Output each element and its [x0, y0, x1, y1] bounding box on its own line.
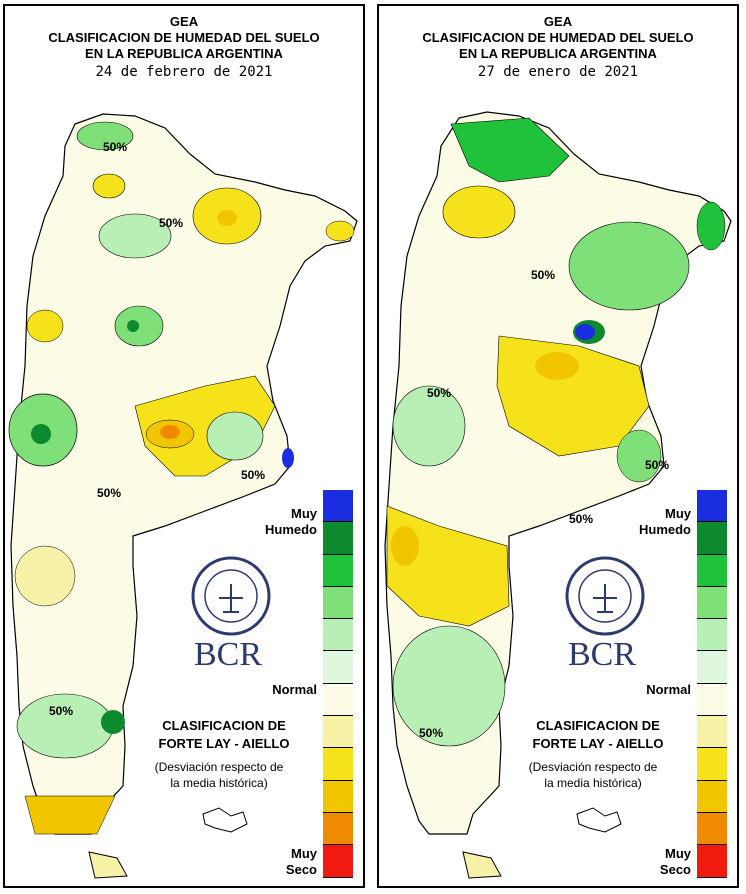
legend-bottom-label: Muy [291, 846, 317, 861]
legend-swatch [697, 683, 727, 717]
legend-swatch [697, 554, 727, 587]
classification-title-2: FORTE LAY - AIELLO [158, 736, 290, 751]
legend-top-label: Muy [291, 506, 317, 521]
legend-top-label-2: Humedo [265, 522, 317, 537]
bcr-seal-logo [565, 556, 645, 636]
legend-swatch [323, 845, 353, 878]
legend-swatch [323, 651, 353, 684]
classification-desc-2: la media histórica) [170, 776, 268, 790]
legend-top-label-2: Humedo [639, 522, 691, 537]
legend-bottom-label-2: Seco [659, 862, 691, 877]
legend-swatch [697, 780, 727, 813]
argentina-moisture-map [8, 113, 358, 879]
legend-swatch [697, 490, 727, 523]
map-title: CLASIFICACION DE HUMEDAD DEL SUELO [422, 30, 694, 45]
bcr-seal-logo [191, 556, 271, 636]
legend-swatch [323, 619, 353, 652]
org-title: GEA [543, 14, 573, 29]
legend-swatch [697, 845, 727, 878]
legend-swatch [323, 812, 353, 846]
contour-label: 50% [49, 704, 74, 718]
legend-swatch [697, 812, 727, 846]
legend-color-bar [323, 490, 353, 878]
bcr-logo-text: BCR [567, 636, 637, 673]
contour-label: 50% [569, 512, 594, 526]
contour-label: 50% [241, 468, 266, 482]
legend-swatch [697, 748, 727, 781]
legend-swatch [323, 586, 353, 620]
bcr-logo-text: BCR [193, 636, 263, 673]
contour-label: 50% [103, 140, 128, 154]
contour-label: 50% [427, 386, 452, 400]
org-title: GEA [169, 14, 199, 29]
legend-middle-label: Normal [646, 682, 691, 697]
legend-swatch [323, 683, 353, 717]
contour-label: 50% [97, 486, 122, 500]
legend-swatch [323, 522, 353, 555]
classification-desc: (Desviación respecto de [528, 760, 658, 774]
classification-title-2: FORTE LAY - AIELLO [532, 736, 664, 751]
legend-swatch [323, 554, 353, 587]
map-subtitle: EN LA REPUBLICA ARGENTINA [459, 46, 657, 61]
contour-label: 50% [159, 216, 184, 230]
classification-desc: (Desviación respecto de [154, 760, 284, 774]
soil-moisture-map-panel-feb: GEA CLASIFICACION DE HUMEDAD DEL SUELO E… [3, 4, 365, 888]
contour-label: 50% [531, 268, 556, 282]
argentina-moisture-map [384, 111, 732, 879]
legend-swatch [697, 619, 727, 652]
legend-swatch [697, 586, 727, 620]
legend-swatch [323, 716, 353, 749]
map-subtitle: EN LA REPUBLICA ARGENTINA [85, 46, 283, 61]
classification-title: CLASIFICACION DE [162, 718, 286, 733]
legend-swatch [697, 522, 727, 555]
map-date: 27 de enero de 2021 [477, 64, 639, 80]
legend-swatch [697, 716, 727, 749]
legend-color-bar [697, 490, 727, 878]
map-title: CLASIFICACION DE HUMEDAD DEL SUELO [48, 30, 320, 45]
legend-bottom-label: Muy [665, 846, 691, 861]
map-date: 24 de febrero de 2021 [95, 64, 273, 80]
contour-label: 50% [419, 726, 444, 740]
legend-swatch [697, 651, 727, 684]
classification-title: CLASIFICACION DE [536, 718, 660, 733]
legend-swatch [323, 780, 353, 813]
legend-bottom-label-2: Seco [285, 862, 317, 877]
legend-middle-label: Normal [272, 682, 317, 697]
legend-top-label: Muy [665, 506, 691, 521]
classification-desc-2: la media histórica) [544, 776, 642, 790]
soil-moisture-map-panel-jan: GEA CLASIFICACION DE HUMEDAD DEL SUELO E… [377, 4, 739, 888]
legend-swatch [323, 490, 353, 523]
legend-swatch [323, 748, 353, 781]
contour-label: 50% [645, 458, 670, 472]
